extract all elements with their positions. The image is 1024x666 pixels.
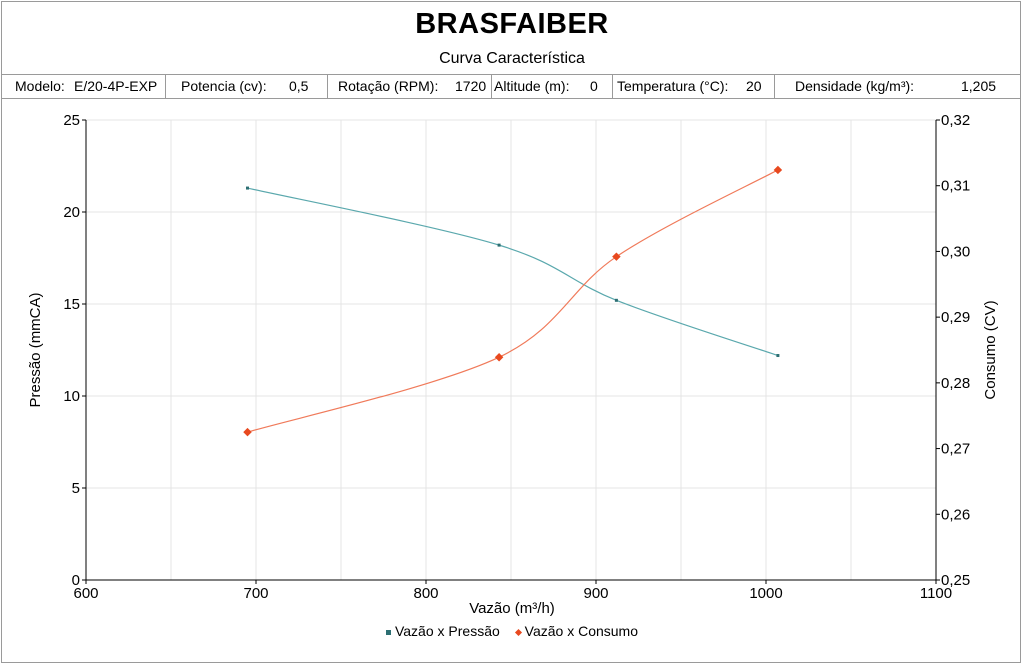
x-tick-label: 700 bbox=[243, 585, 268, 602]
y2-tick-label: 0,30 bbox=[941, 243, 970, 260]
y2-tick-label: 0,26 bbox=[941, 506, 970, 523]
data-point-pressao bbox=[614, 298, 618, 302]
altitude-value: 0 bbox=[590, 78, 598, 94]
data-point-consumo bbox=[243, 427, 252, 437]
altitude-label: Altitude (m): bbox=[494, 78, 570, 94]
y2-tick-label: 0,31 bbox=[941, 178, 970, 195]
y2-tick-label: 0,32 bbox=[941, 112, 970, 129]
data-point-pressao bbox=[246, 186, 249, 190]
legend-item-pressao: Vazão x Pressão bbox=[385, 623, 500, 639]
axes bbox=[82, 119, 940, 584]
x-axis-label: Vazão (m³/h) bbox=[469, 600, 555, 617]
densidade-label: Densidade (kg/m³): bbox=[795, 78, 915, 94]
y-tick-label: 20 bbox=[63, 204, 80, 221]
x-tick-label: 600 bbox=[73, 585, 98, 602]
chart-title: BRASFAIBER bbox=[415, 8, 609, 40]
y-tick-label: 0 bbox=[72, 572, 80, 589]
densidade-value: 1,205 bbox=[961, 78, 997, 94]
legend-marker-pressao bbox=[385, 629, 391, 635]
rotacao-value: 1720 bbox=[455, 78, 487, 94]
legend-label-consumo: Vazão x Consumo bbox=[524, 623, 639, 639]
grid bbox=[86, 119, 936, 580]
data-point-pressao bbox=[497, 243, 501, 247]
legend-label-pressao: Vazão x Pressão bbox=[394, 623, 500, 639]
legend-item-consumo: Vazão x Consumo bbox=[514, 623, 639, 639]
series-line-pressao bbox=[247, 187, 779, 357]
x-tick-label: 800 bbox=[413, 585, 438, 602]
param-divider bbox=[165, 75, 166, 98]
data-point-consumo bbox=[612, 252, 621, 261]
modelo-value: E/20-4P-EXP bbox=[74, 78, 158, 94]
x-tick-label: 1000 bbox=[749, 585, 782, 602]
potencia-label: Potencia (cv): bbox=[181, 78, 267, 94]
legend: Vazão x Pressão Vazão x Consumo bbox=[0, 623, 1024, 639]
y-tick-label: 25 bbox=[63, 112, 80, 129]
y2-tick-label: 0,28 bbox=[941, 375, 970, 392]
x-tick-label: 1100 bbox=[920, 585, 952, 602]
temperatura-label: Temperatura (°C): bbox=[617, 78, 729, 94]
param-divider bbox=[327, 75, 328, 98]
param-divider bbox=[491, 75, 492, 98]
y2-axis-label: Consumo (CV) bbox=[982, 300, 999, 399]
legend-marker-consumo bbox=[514, 628, 522, 636]
y-axis-label: Pressão (mmCA) bbox=[27, 292, 44, 407]
y2-tick-label: 0,29 bbox=[941, 309, 970, 326]
series-line-consumo bbox=[247, 169, 779, 433]
temperatura-value: 20 bbox=[746, 78, 762, 94]
y2-tick-label: 0,25 bbox=[941, 572, 970, 589]
data-point-consumo bbox=[773, 165, 783, 175]
y-tick-label: 15 bbox=[63, 296, 80, 313]
param-divider bbox=[612, 75, 613, 98]
y2-tick-label: 0,27 bbox=[941, 441, 970, 458]
potencia-value: 0,5 bbox=[289, 78, 309, 94]
y-tick-label: 10 bbox=[63, 388, 80, 405]
data-point-consumo bbox=[494, 352, 504, 362]
data-point-pressao bbox=[776, 354, 780, 358]
modelo-label: Modelo: bbox=[15, 78, 65, 94]
tick-labels: 600 700 800 900 1000 1100 0 5 10 15 20 25 0,25 0,26 0,… bbox=[63, 112, 970, 602]
param-divider bbox=[774, 75, 775, 98]
chart-subtitle: Curva Característica bbox=[439, 50, 585, 67]
parameters-bar: Modelo: E/20-4P-EXP Potencia (cv): 0,5 R… bbox=[2, 74, 1020, 99]
y-tick-label: 5 bbox=[72, 480, 80, 497]
x-tick-label: 900 bbox=[583, 585, 608, 602]
rotacao-label: Rotação (RPM): bbox=[338, 78, 439, 94]
